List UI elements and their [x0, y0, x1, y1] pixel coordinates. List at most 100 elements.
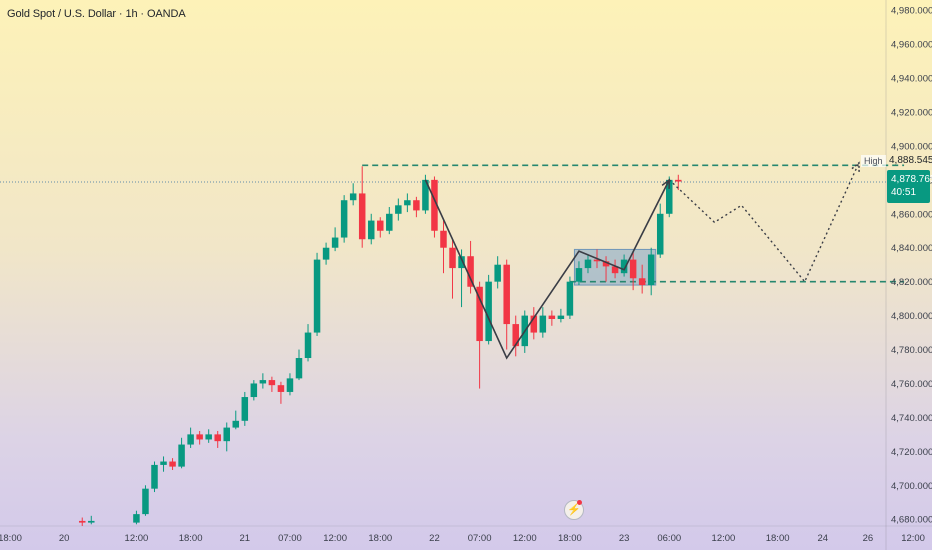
candle-body [277, 385, 285, 392]
candle-body [259, 380, 267, 384]
candle-body [386, 213, 393, 231]
y-tick-label: 4,960.000 [891, 40, 932, 51]
candle-down [611, 259, 619, 279]
candle-down [530, 307, 538, 340]
candle-up [349, 183, 357, 206]
candle-body [611, 266, 619, 274]
candle-body [593, 259, 601, 262]
candle-body [241, 397, 249, 421]
candle-body [286, 378, 294, 392]
x-tick-label: 07:00 [278, 533, 302, 544]
candle-body [133, 514, 140, 523]
x-tick-label: 18:00 [766, 533, 790, 544]
x-tick-label: 12:00 [712, 533, 736, 544]
candle-body [512, 324, 519, 347]
x-tick-label: 18:00 [0, 533, 22, 544]
bar-countdown: 40:51 [891, 187, 917, 198]
candle-up [241, 391, 249, 426]
candle-body [548, 315, 556, 319]
candle-body [485, 281, 492, 342]
candle-body [404, 200, 411, 206]
candle-down [214, 430, 221, 448]
x-tick-label: 26 [863, 533, 874, 544]
candle-body [620, 259, 628, 274]
y-tick-label: 4,980.000 [891, 6, 932, 17]
candle-down [196, 430, 203, 445]
notification-dot [577, 500, 582, 505]
candle-up [584, 254, 592, 274]
projection-arrowhead [851, 161, 860, 172]
candle-body [422, 179, 429, 211]
lightning-icon[interactable]: ⚡ [564, 500, 584, 520]
candle-body [458, 256, 465, 269]
y-tick-label: 4,740.000 [891, 413, 932, 424]
candle-body [142, 488, 149, 515]
candle-body [413, 200, 420, 211]
candle-body [539, 315, 547, 333]
y-tick-label: 4,840.000 [891, 243, 932, 254]
x-tick-label: 12:00 [125, 533, 149, 544]
candle-body [160, 461, 167, 465]
high-value: 4,888.545 [889, 155, 932, 166]
candle-down [440, 220, 447, 274]
candle-body [349, 193, 357, 201]
candle-body [503, 264, 510, 325]
candle-body [88, 520, 95, 523]
candle-body [494, 264, 501, 282]
candle-up [250, 380, 258, 401]
candle-up [295, 349, 303, 381]
candle-body [250, 383, 258, 398]
candle-body [566, 281, 574, 316]
candle-down [413, 196, 420, 218]
candle-up [485, 274, 492, 345]
candle-down [358, 166, 366, 248]
high-label: High [861, 155, 886, 167]
candle-body [187, 434, 194, 445]
candle-body [322, 247, 330, 260]
x-tick-label: 21 [240, 533, 251, 544]
candle-up [404, 193, 411, 213]
candle-body [223, 427, 230, 442]
candle-down [602, 256, 610, 282]
candle-down [512, 315, 519, 357]
candle-down [169, 458, 176, 471]
x-tick-label: 12:00 [513, 533, 537, 544]
candle-up [133, 510, 140, 525]
candle-up [205, 429, 212, 443]
candle-body [602, 261, 610, 267]
candle-up [313, 252, 321, 336]
current-price-badge: 4,878.765 40:51 [887, 170, 932, 203]
candle-down [431, 176, 438, 238]
candle-down [629, 251, 637, 291]
candle-body [395, 205, 402, 214]
y-tick-label: 4,860.000 [891, 209, 932, 220]
candle-up [151, 461, 158, 493]
y-tick-label: 4,820.000 [891, 277, 932, 288]
candle-up [557, 308, 565, 323]
candle-body [169, 461, 176, 467]
y-tick-label: 4,760.000 [891, 379, 932, 390]
candle-body [196, 434, 203, 440]
candle-up [142, 485, 149, 516]
zigzag-path[interactable] [424, 179, 670, 360]
candle-body [313, 259, 321, 333]
projection-path[interactable] [668, 162, 860, 283]
candle-up [304, 324, 312, 362]
candle-body [358, 193, 366, 240]
candle-body [367, 220, 375, 240]
x-tick-label: 24 [817, 533, 828, 544]
candle-down [78, 517, 86, 526]
candle-body [205, 434, 212, 440]
candles-layer [78, 166, 682, 526]
candle-down [268, 376, 276, 392]
candle-up [322, 242, 330, 265]
candle-up [566, 276, 574, 319]
candle-down [377, 217, 384, 238]
y-tick-label: 4,940.000 [891, 74, 932, 85]
candle-body [530, 315, 538, 333]
candle-body [629, 259, 637, 279]
x-tick-label: 12:00 [901, 533, 925, 544]
